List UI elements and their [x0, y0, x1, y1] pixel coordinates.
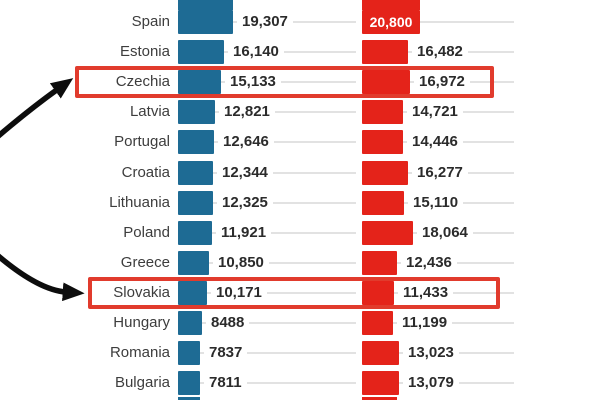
blue-value-label: 10,171	[211, 277, 267, 308]
blue-bar	[178, 40, 224, 65]
chart-row-latvia: Latvia 12,821 14,721	[0, 97, 600, 128]
cutoff-top-blue-bar	[178, 0, 233, 10]
country-label: Hungary	[113, 314, 170, 331]
country-label: Slovakia	[113, 283, 170, 301]
country-label: Lithuania	[109, 193, 170, 211]
red-bar	[362, 220, 413, 245]
cutoff-bottom-red-bar	[362, 397, 397, 400]
country-label: Estonia	[119, 43, 170, 61]
red-value-label: 11,433	[398, 277, 454, 308]
red-value-label: 20,800	[369, 14, 413, 30]
red-value-label: 12,436	[401, 247, 457, 278]
country-label: Spain	[131, 13, 170, 30]
red-bar	[362, 160, 408, 185]
chart-row-spain: Spain 19,307 20,800	[0, 7, 600, 37]
blue-value-label: 12,821	[219, 97, 275, 128]
red-value-label: 16,972	[414, 67, 470, 98]
red-bar	[362, 280, 394, 305]
chart-row-estonia: Estonia 16,140 16,482	[0, 37, 600, 68]
blue-bar	[178, 371, 200, 396]
red-value-label: 16,277	[412, 157, 468, 188]
red-bar	[362, 100, 403, 125]
chart-row-portugal: Portugal 12,646 14,446	[0, 127, 600, 158]
highlight-box-czechia	[75, 66, 494, 99]
chart-row-slovakia: Slovakia 10,171 11,433	[0, 277, 600, 308]
blue-bar	[178, 130, 214, 155]
red-value-label: 13,079	[403, 368, 459, 399]
country-label: Portugal	[114, 133, 170, 151]
chart-row-croatia: Croatia 12,344 16,277	[0, 157, 600, 188]
red-bar	[362, 250, 397, 275]
blue-value-label: 19,307	[237, 7, 293, 37]
red-value-label: 14,446	[407, 127, 463, 158]
red-value-label: 13,023	[403, 338, 459, 369]
red-value-label: 11,199	[397, 308, 453, 338]
red-bar	[362, 341, 399, 366]
red-bar	[362, 70, 410, 95]
red-bar	[362, 10, 420, 34]
red-value-label: 18,064	[417, 217, 473, 248]
row-gridline-left	[178, 322, 356, 324]
red-value-label: 15,110	[408, 187, 464, 218]
blue-value-label: 7811	[204, 368, 247, 399]
blue-value-label: 11,921	[216, 217, 272, 248]
cutoff-bottom-blue-bar	[178, 397, 200, 400]
row-gridline-left	[178, 291, 356, 294]
country-label: Czechia	[115, 73, 170, 91]
country-label: Croatia	[121, 163, 170, 181]
row-gridline-right	[362, 21, 514, 23]
blue-bar	[178, 220, 212, 245]
red-bar	[362, 40, 408, 65]
country-label: Latvia	[129, 103, 170, 121]
blue-value-label: 8488	[206, 308, 250, 338]
highlight-box-slovakia	[88, 276, 500, 309]
blue-value-label: 15,133	[225, 67, 281, 98]
country-label: Greece	[120, 253, 170, 271]
chart-row-romania: Romania 7837 13,023	[0, 338, 600, 369]
blue-value-label: 10,850	[213, 247, 269, 278]
blue-bar	[178, 280, 207, 305]
blue-bar	[178, 250, 209, 275]
red-bar	[362, 311, 393, 335]
blue-bar	[178, 341, 200, 366]
blue-value-label: 7837	[204, 338, 248, 369]
blue-value-label: 12,646	[218, 127, 274, 158]
cutoff-top-red-bar	[362, 0, 420, 10]
red-bar	[362, 371, 399, 396]
blue-bar	[178, 311, 202, 335]
blue-bar	[178, 160, 213, 185]
chart-row-bulgaria: Bulgaria 7811 13,079	[0, 368, 600, 399]
row-gridline-left	[178, 352, 356, 355]
country-label: Romania	[109, 344, 170, 362]
chart-row-czechia: Czechia 15,133 16,972	[0, 67, 600, 98]
blue-bar	[178, 190, 213, 215]
red-bar	[362, 190, 404, 215]
blue-value-label: 12,325	[217, 187, 273, 218]
blue-bar	[178, 70, 221, 95]
chart-row-greece: Greece 10,850 12,436	[0, 247, 600, 278]
blue-value-label: 16,140	[228, 37, 284, 68]
blue-bar	[178, 100, 215, 125]
country-label: Bulgaria	[114, 374, 170, 392]
chart-row-poland: Poland 11,921 18,064	[0, 217, 600, 248]
chart-row-lithuania: Lithuania 12,325 15,110	[0, 187, 600, 218]
row-gridline-left	[178, 382, 356, 385]
country-label: Poland	[123, 223, 170, 241]
blue-value-label: 12,344	[217, 157, 273, 188]
blue-bar	[178, 10, 233, 34]
red-value-label: 16,482	[412, 37, 468, 68]
red-bar	[362, 130, 403, 155]
chart-row-hungary: Hungary 8488 11,199	[0, 308, 600, 338]
red-value-label: 14,721	[407, 97, 463, 128]
